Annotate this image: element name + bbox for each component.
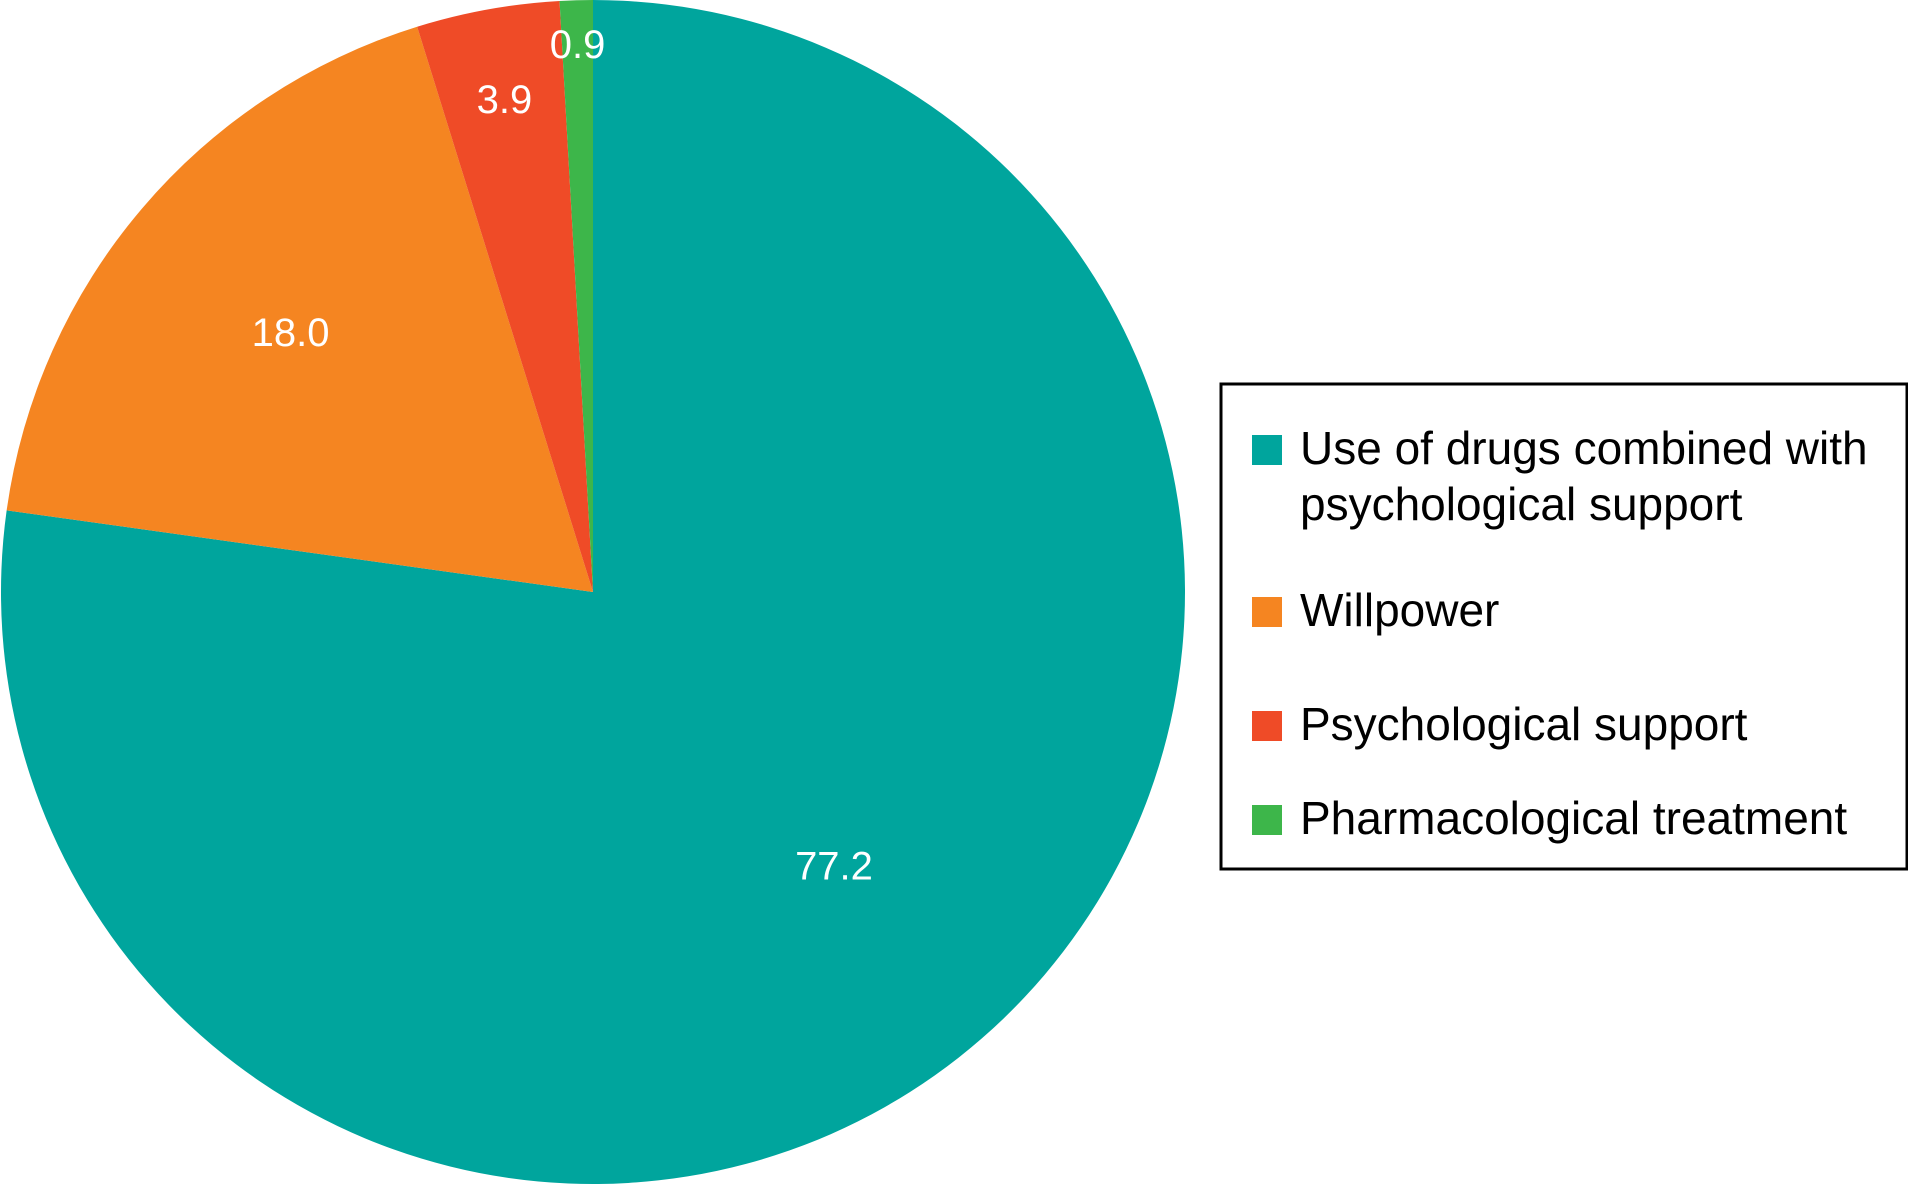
- legend-label: Use of drugs combined with: [1300, 422, 1868, 474]
- legend-label: Pharmacological treatment: [1300, 792, 1847, 844]
- legend-label: Psychological support: [1300, 698, 1748, 750]
- legend-frame: [1219, 382, 1908, 871]
- pie-slice: [559, 0, 593, 592]
- pie-slice: [417, 0, 593, 592]
- legend-swatch: [1252, 711, 1282, 741]
- legend-swatch: [1252, 597, 1282, 627]
- legend-label: Willpower: [1300, 584, 1499, 636]
- slice-value-label: 18.0: [252, 311, 330, 355]
- pie-slice: [1, 0, 1185, 1184]
- pie-slices: [1, 0, 1185, 1184]
- legend-label: psychological support: [1300, 478, 1743, 530]
- legend-swatch: [1252, 805, 1282, 835]
- pie-slice: [6, 26, 593, 592]
- legend-swatch: [1252, 435, 1282, 465]
- legend: Use of drugs combined withpsychological …: [1219, 382, 1908, 871]
- slice-value-label: 3.9: [477, 78, 533, 122]
- slice-value-label: 77.2: [795, 844, 873, 888]
- legend-items: Use of drugs combined withpsychological …: [1252, 422, 1868, 844]
- pie-slice-labels: 77.2 18.0 3.9 0.9: [252, 23, 873, 888]
- slice-value-label: 0.9: [550, 23, 606, 67]
